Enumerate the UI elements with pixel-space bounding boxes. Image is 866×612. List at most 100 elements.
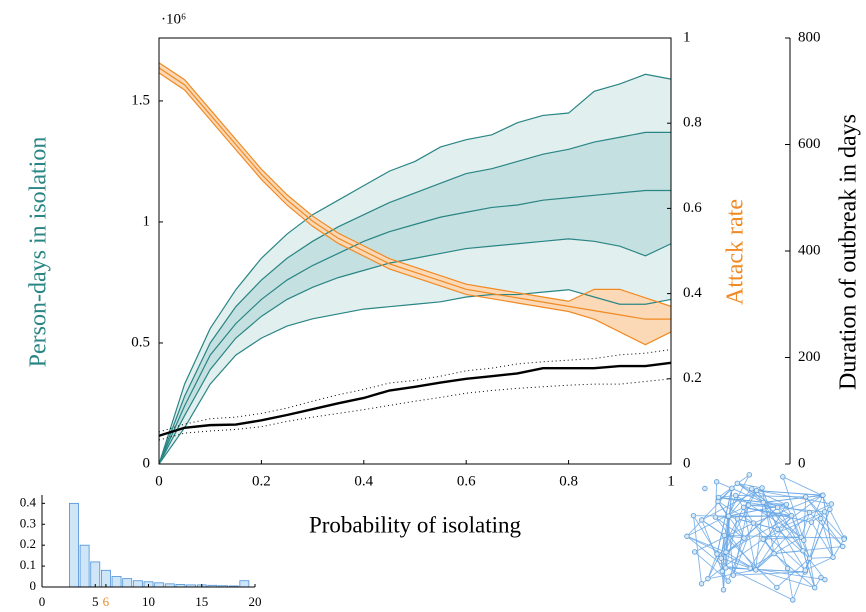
histogram-bar	[69, 502, 79, 588]
inset-x-tick-label: 20	[249, 594, 262, 609]
network-node	[702, 485, 708, 492]
inset-y-tick-label: 0.1	[20, 557, 36, 572]
network-node	[801, 537, 807, 543]
network-edge	[737, 482, 792, 517]
network-edge	[748, 504, 787, 506]
y3-tick-label: 200	[798, 349, 821, 365]
line	[158, 62, 672, 307]
band-fill	[159, 62, 671, 345]
network-edge	[762, 502, 789, 569]
histogram-bar	[132, 580, 143, 588]
network-node	[828, 501, 835, 507]
network-edge	[800, 512, 810, 538]
network-edge	[805, 496, 845, 540]
network-edge	[743, 507, 757, 571]
y3-tick-label: 600	[798, 136, 821, 152]
network-node	[729, 485, 735, 491]
network-edge	[701, 487, 763, 521]
y-tick-label: 1	[143, 213, 151, 229]
network-edge	[753, 495, 823, 524]
network-edge	[803, 496, 807, 541]
network-edge	[805, 556, 834, 571]
network-edge	[801, 536, 845, 539]
network-node	[713, 479, 720, 485]
y-tick-label: 0.5	[131, 334, 150, 350]
network-edge	[694, 551, 729, 582]
network-edge	[723, 535, 725, 590]
network-node	[746, 472, 752, 478]
network-edge	[773, 550, 803, 555]
network-edge	[725, 518, 738, 568]
line	[158, 349, 672, 433]
y2-tick-label: 0.4	[683, 285, 702, 301]
inset-x-tick-label: 5	[92, 594, 99, 609]
line	[158, 73, 672, 465]
inset-x-tick-label: 0	[39, 594, 46, 609]
network-node	[750, 520, 757, 526]
network-node	[774, 504, 781, 511]
network-edge	[735, 495, 802, 538]
histogram-bar	[122, 578, 133, 588]
network-edge	[724, 534, 802, 538]
network-node	[720, 587, 727, 593]
network-node	[820, 492, 826, 498]
network-edge	[755, 512, 810, 571]
network-edge	[809, 518, 822, 559]
network-node	[721, 532, 728, 539]
line	[158, 189, 671, 465]
network-edge	[809, 558, 816, 588]
line	[158, 131, 671, 465]
network-node	[841, 536, 847, 542]
network-edge	[737, 482, 763, 489]
network-edge	[755, 502, 764, 570]
network-edge	[762, 502, 805, 541]
network-edge	[737, 482, 764, 503]
network-node	[718, 555, 724, 561]
x-tick-label: 0.2	[252, 473, 271, 489]
network-node	[712, 514, 719, 520]
network-edge	[811, 521, 834, 558]
network-node	[783, 501, 790, 508]
network-edge	[743, 506, 792, 517]
network-node	[741, 535, 747, 541]
inset-y-tick-label: 0.3	[20, 515, 36, 530]
network-edge	[811, 495, 824, 523]
x-tick-label: 1	[667, 473, 675, 489]
network-node	[715, 498, 721, 505]
histogram-bar	[111, 576, 122, 588]
network-node	[733, 492, 739, 499]
network-edge	[686, 506, 744, 537]
network-node	[771, 550, 777, 557]
network-edge	[809, 556, 834, 559]
network-node	[817, 515, 824, 522]
x-tick-label: 0	[155, 473, 163, 489]
network-node	[719, 568, 725, 575]
network-edge	[717, 501, 754, 524]
network-node	[802, 567, 808, 573]
network-node	[690, 512, 697, 519]
network-edge	[707, 553, 718, 579]
network-edge	[701, 519, 725, 536]
network-node	[800, 548, 806, 554]
y3-tick-label: 400	[798, 242, 821, 258]
network-node	[734, 516, 741, 522]
histogram-bar	[79, 544, 90, 588]
network-edge	[727, 537, 745, 582]
line	[158, 361, 672, 437]
inset-x-tick-label: 6	[103, 594, 110, 609]
network-node	[830, 554, 836, 560]
y2-axis-label: Attack rate	[723, 199, 749, 305]
y2-tick-label: 0.8	[683, 115, 702, 131]
network-node	[714, 551, 720, 557]
network-edge	[724, 535, 778, 588]
network-edge	[821, 495, 845, 539]
network-node	[821, 509, 828, 515]
network-node	[747, 565, 753, 571]
line	[158, 238, 672, 465]
network-edge	[720, 490, 757, 559]
network-node	[808, 519, 815, 525]
histogram-bar	[239, 580, 250, 588]
network-edge	[732, 504, 749, 576]
